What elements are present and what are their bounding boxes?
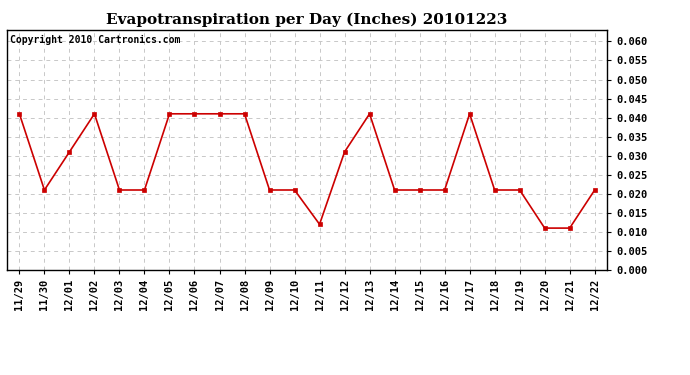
Title: Evapotranspiration per Day (Inches) 20101223: Evapotranspiration per Day (Inches) 2010… (106, 13, 508, 27)
Text: Copyright 2010 Cartronics.com: Copyright 2010 Cartronics.com (10, 35, 180, 45)
